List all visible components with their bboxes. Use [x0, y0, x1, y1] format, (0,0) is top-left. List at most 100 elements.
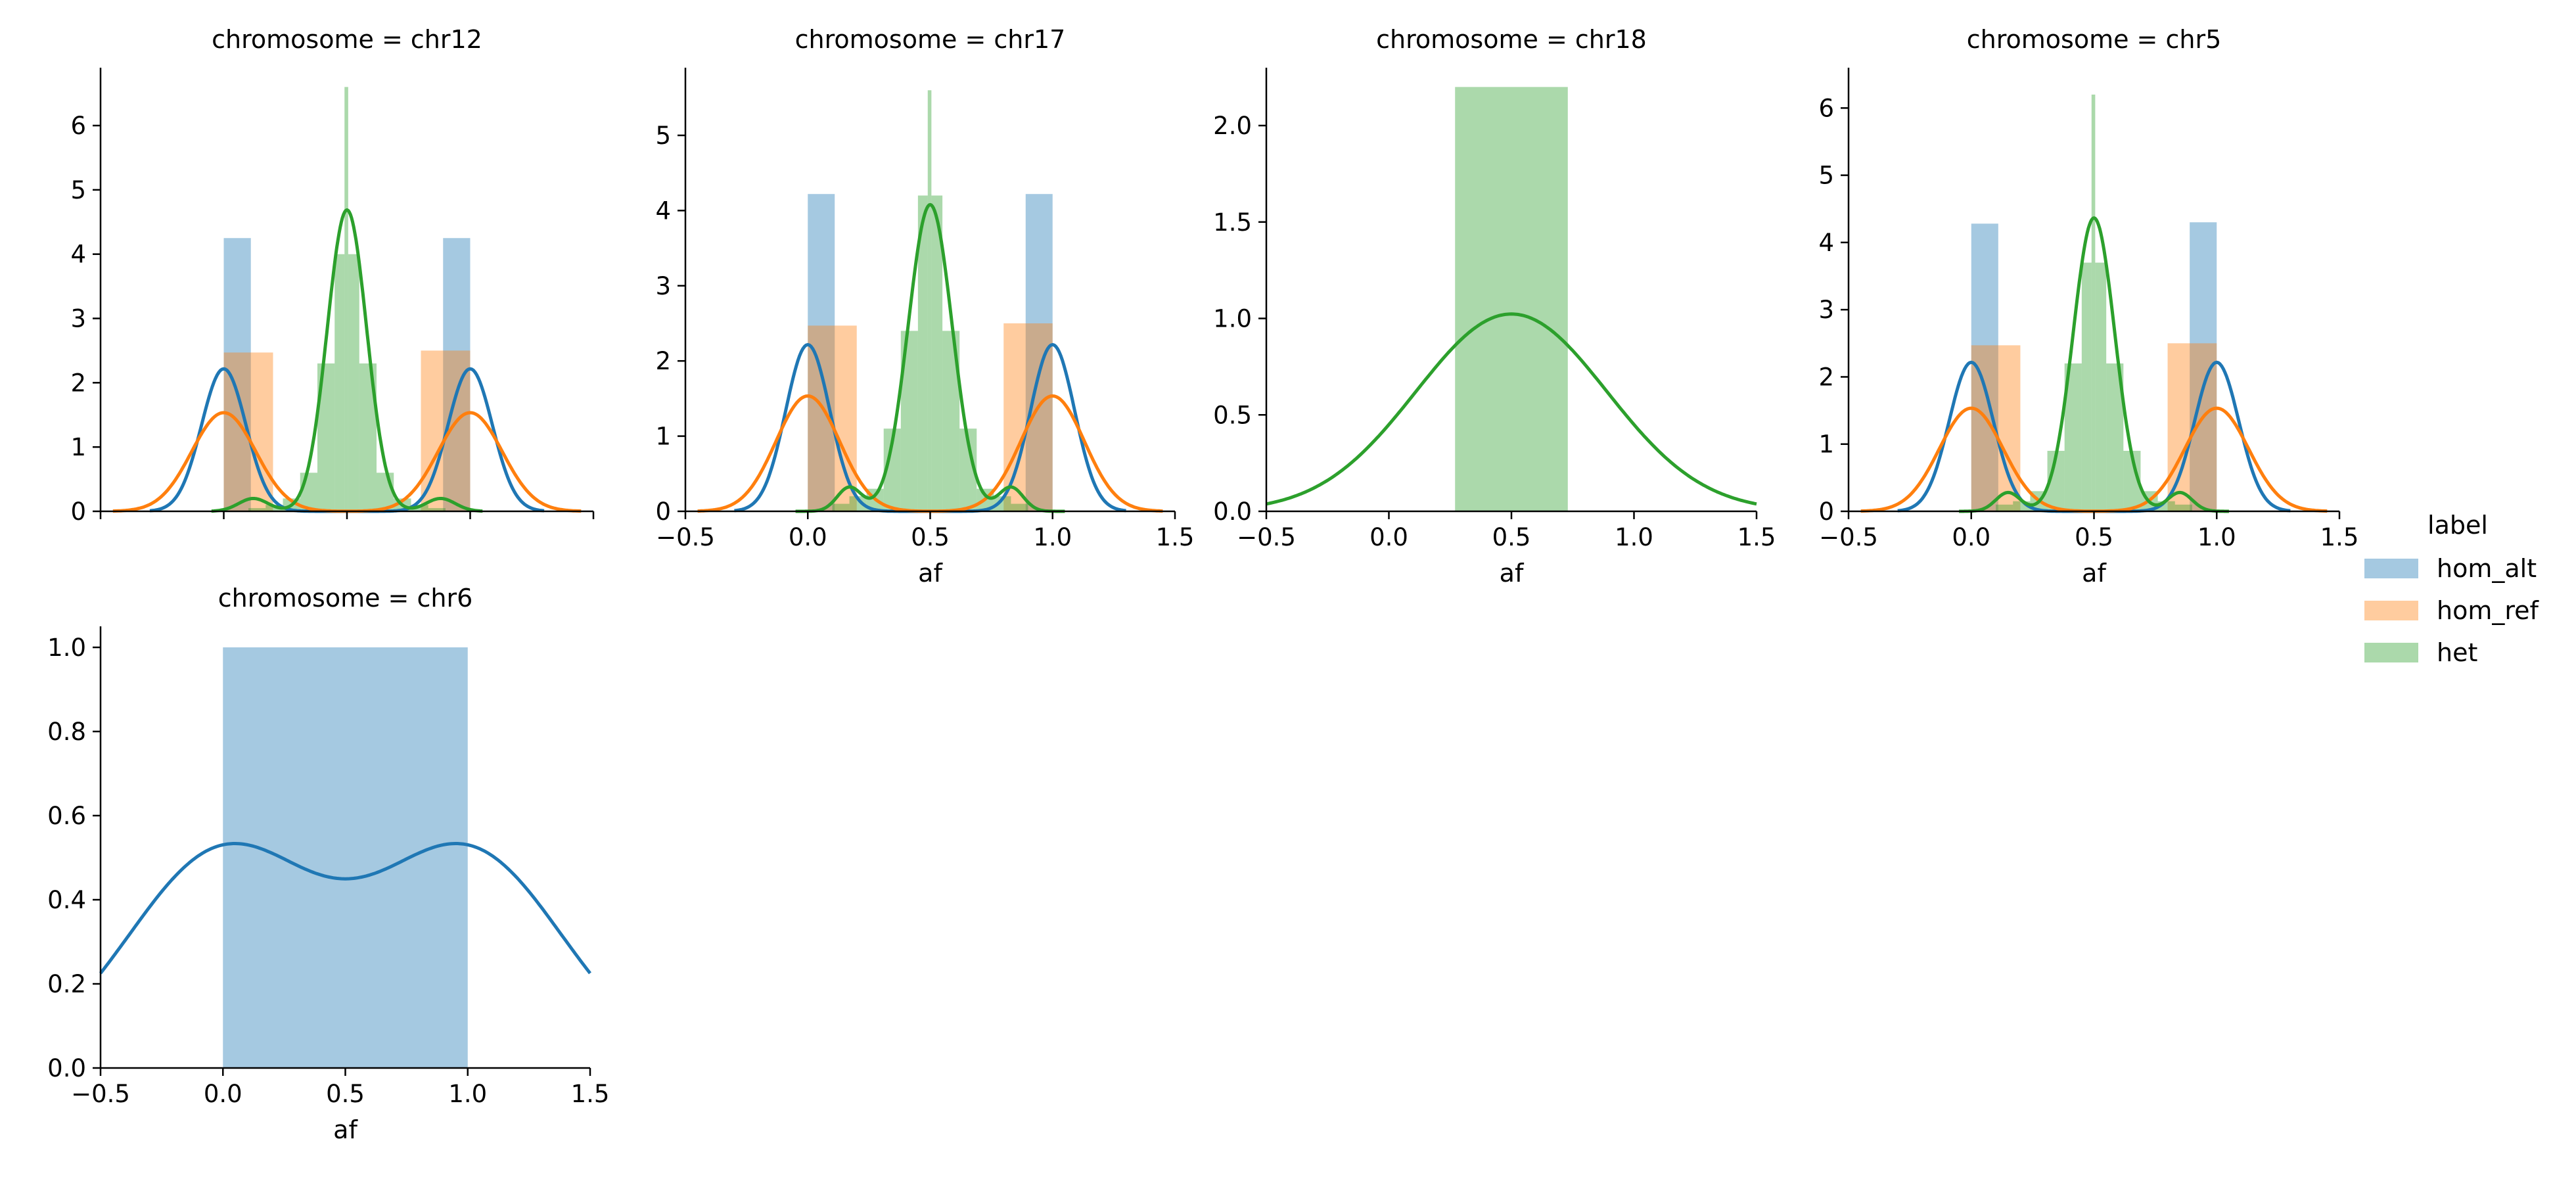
x-tick-label: 0.0 — [1952, 523, 1990, 551]
y-ticks: 0 1 2 3 4 5 6 — [1818, 94, 1849, 526]
bar-het — [1011, 503, 1028, 511]
bar-hom_alt — [1025, 194, 1053, 511]
bars — [223, 87, 471, 511]
x-tick-label: 0.5 — [911, 523, 950, 551]
bar-het — [2091, 94, 2096, 512]
y-tick-label: 2 — [70, 369, 86, 397]
x-tick-label: 0.5 — [326, 1080, 365, 1108]
y-ticks: 0 1 2 3 4 5 — [655, 122, 685, 526]
x-tick-label: 0.0 — [1369, 523, 1408, 551]
x-tick-label: 1.0 — [1615, 523, 1653, 551]
bar-het — [927, 90, 932, 512]
kde-curves — [99, 842, 591, 975]
y-tick-label: 4 — [1818, 229, 1834, 257]
y-tick-label: 6 — [1818, 94, 1834, 122]
x-tick-label: 0.5 — [1492, 523, 1531, 551]
x-tick-label: 1.0 — [2197, 523, 2236, 551]
bar-het — [248, 508, 266, 511]
y-tick-label: 0 — [1818, 498, 1834, 526]
x-ticks: −0.5 0.0 0.5 1.0 1.5 — [1237, 511, 1776, 551]
y-tick-label: 3 — [70, 305, 86, 333]
x-tick-label: 1.5 — [2320, 523, 2359, 551]
bar-het — [832, 503, 850, 511]
y-tick-label: 0.2 — [47, 970, 86, 998]
x-tick-label: −0.5 — [656, 523, 715, 551]
x-ticks: −0.5 0.0 0.5 1.0 1.5 — [656, 511, 1194, 551]
y-tick-label: 5 — [70, 176, 86, 204]
legend-swatch-hom_alt — [2364, 559, 2418, 578]
bar-het — [377, 473, 394, 511]
x-tick-label: −0.5 — [71, 1080, 130, 1108]
bars — [223, 647, 468, 1068]
y-tick-label: 0.0 — [47, 1054, 86, 1082]
y-tick-label: 5 — [1818, 162, 1834, 190]
x-tick-label: 1.5 — [1156, 523, 1195, 551]
x-axis-label: af — [2082, 559, 2107, 588]
legend-label-hom_ref: hom_ref — [2437, 596, 2540, 625]
bar-het — [2095, 262, 2107, 511]
y-tick-label: 3 — [655, 272, 671, 300]
y-tick-label: 1.5 — [1213, 208, 1252, 237]
kde-line-het — [1958, 216, 2230, 513]
bar-het — [917, 195, 928, 511]
x-ticks — [99, 511, 595, 519]
x-axis-label: af — [1500, 559, 1525, 588]
y-tick-label: 2 — [655, 347, 671, 375]
kde-line-het — [794, 202, 1066, 513]
bar-het — [994, 496, 1011, 511]
kde-curves — [1266, 312, 1757, 506]
panel-1: chromosome = chr17 0 1 2 3 4 5 −0.5 0.0 0.5 1.0 1.5… — [655, 25, 1194, 588]
y-tick-label: 0.0 — [1213, 498, 1252, 526]
y-tick-label: 0.6 — [47, 802, 86, 830]
x-ticks: −0.5 0.0 0.5 1.0 1.5 — [71, 1068, 609, 1108]
x-tick-label: 0.0 — [204, 1080, 242, 1108]
kde-line-het — [211, 208, 483, 513]
y-ticks: 0 1 2 3 4 5 6 — [70, 112, 101, 526]
panel-title: chromosome = chr6 — [218, 584, 473, 613]
bar-het — [931, 195, 943, 511]
x-axis-label: af — [333, 1115, 358, 1144]
bar-het — [334, 254, 345, 511]
legend-swatch-het — [2364, 643, 2418, 662]
y-tick-label: 6 — [70, 112, 86, 140]
kde-line-het — [1266, 312, 1757, 506]
bar-het — [2174, 504, 2192, 511]
y-tick-label: 2.0 — [1213, 112, 1252, 140]
bar-het — [300, 473, 317, 511]
bar-het — [348, 254, 359, 511]
panel-title: chromosome = chr18 — [1376, 25, 1647, 54]
legend-title: label — [2427, 511, 2488, 540]
bar-hom_alt — [223, 647, 468, 1068]
y-tick-label: 0 — [70, 498, 86, 526]
x-tick-label: −0.5 — [1237, 523, 1296, 551]
y-tick-label: 1.0 — [1213, 305, 1252, 333]
x-ticks: −0.5 0.0 0.5 1.0 1.5 — [1819, 511, 2358, 551]
bar-het — [344, 87, 348, 511]
panel-title: chromosome = chr12 — [212, 25, 482, 54]
bar-het — [428, 508, 446, 511]
y-tick-label: 2 — [1818, 363, 1834, 391]
y-tick-label: 0.5 — [1213, 401, 1252, 429]
y-tick-label: 1.0 — [47, 634, 86, 662]
y-tick-label: 5 — [655, 122, 671, 150]
panel-0: chromosome = chr12 0 1 2 3 4 5 6 — [70, 25, 595, 526]
bar-het — [411, 505, 428, 511]
kde-line-hom_alt — [99, 842, 591, 975]
y-ticks: 0.0 0.2 0.4 0.6 0.8 1.0 — [47, 634, 101, 1082]
panel-title: chromosome = chr17 — [795, 25, 1066, 54]
bar-het — [1996, 504, 2013, 511]
legend-swatch-hom_ref — [2364, 601, 2418, 620]
y-tick-label: 4 — [70, 241, 86, 269]
x-tick-label: 1.5 — [571, 1080, 610, 1108]
bar-hom_alt — [808, 194, 835, 511]
x-tick-label: 1.5 — [1737, 523, 1776, 551]
bar-het — [1455, 87, 1568, 511]
y-tick-label: 1 — [655, 423, 671, 451]
y-tick-label: 1 — [70, 433, 86, 461]
x-tick-label: 1.0 — [1033, 523, 1072, 551]
x-tick-label: 1.0 — [448, 1080, 487, 1108]
